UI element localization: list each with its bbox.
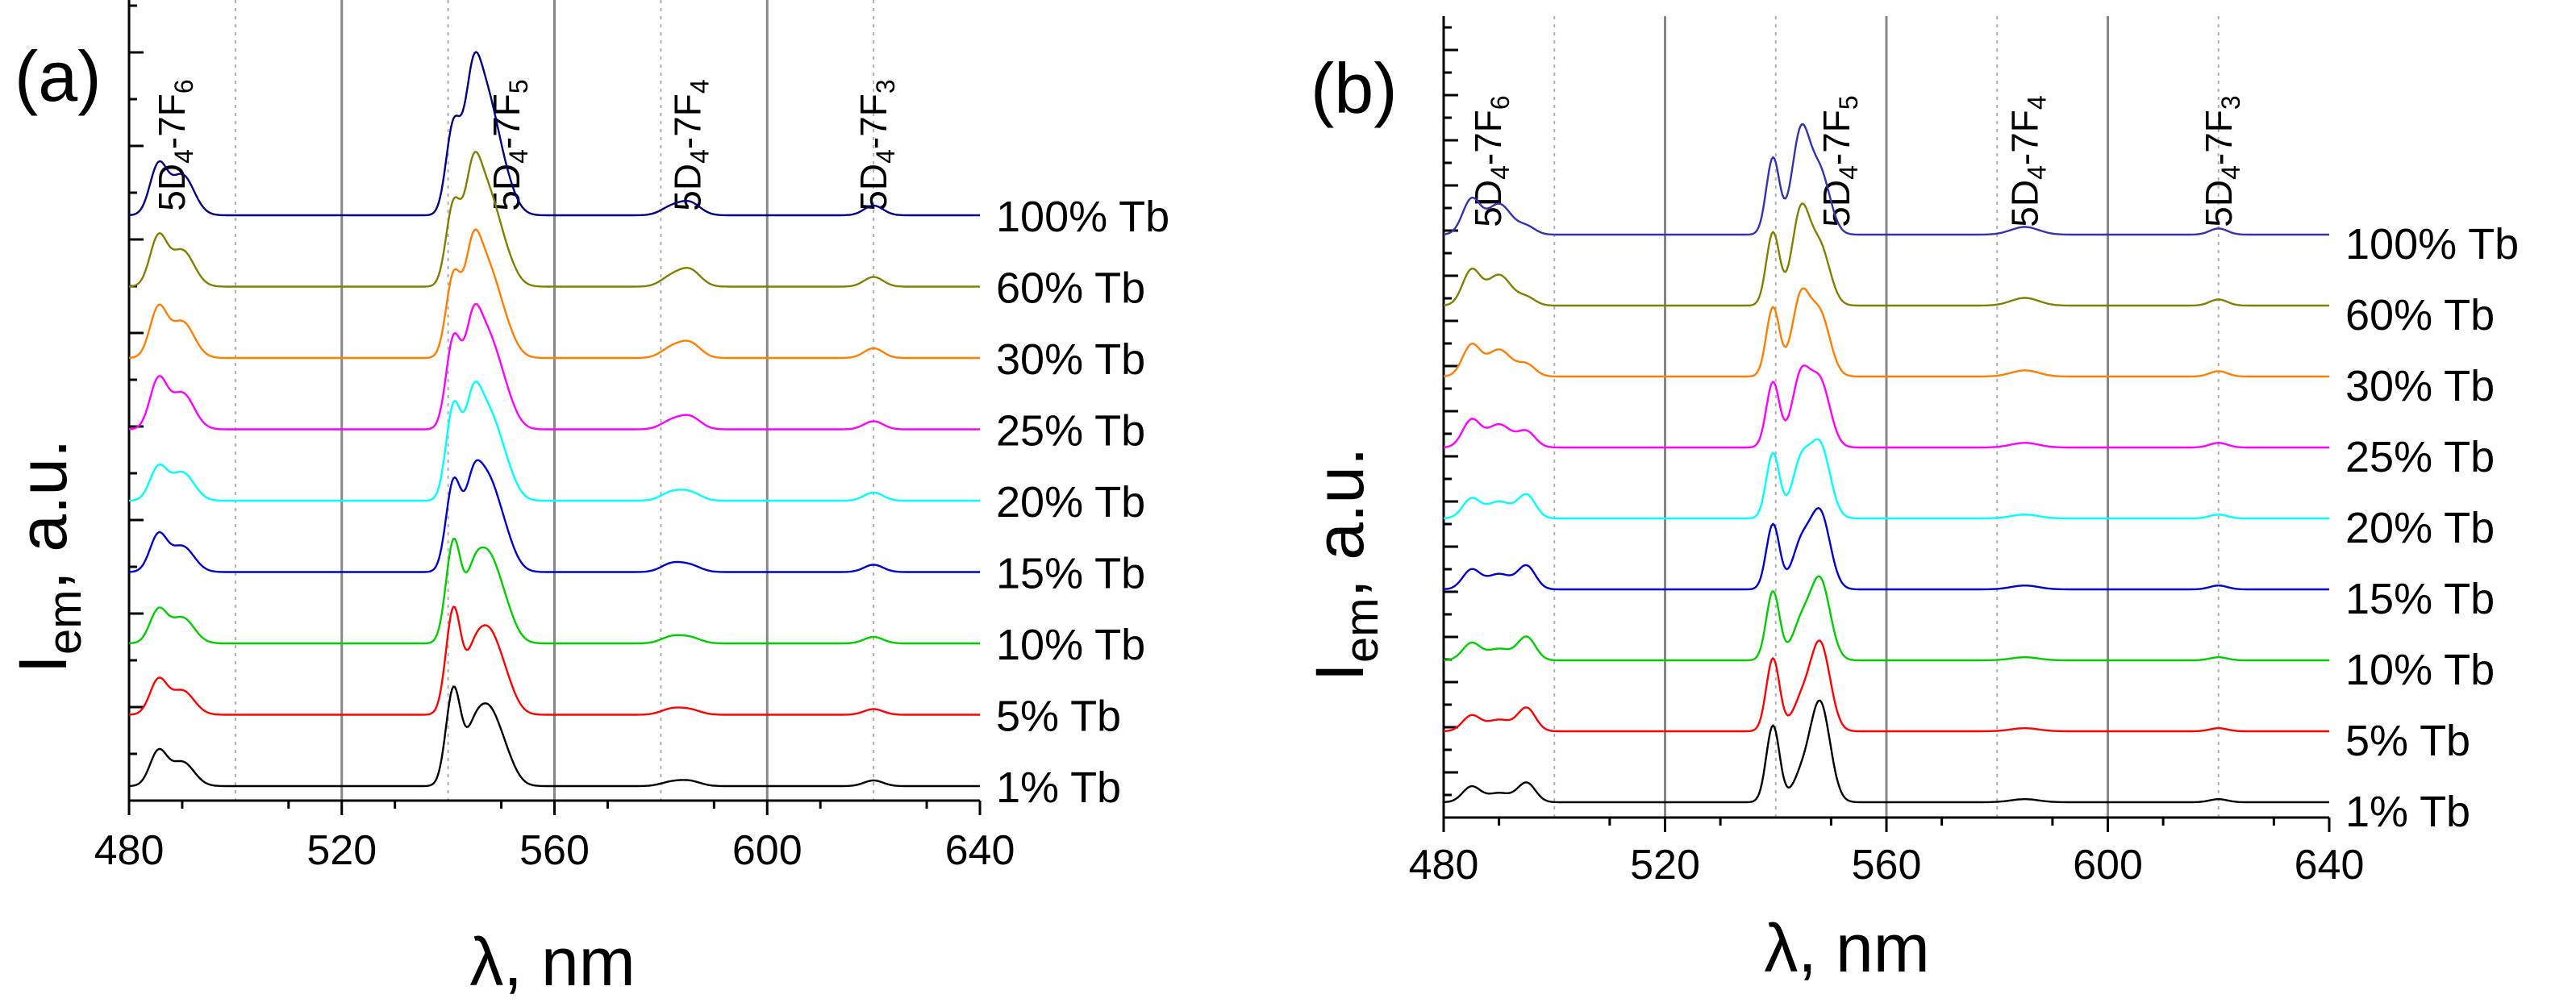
series-line-10tb <box>128 538 980 645</box>
series-line-60tb <box>1443 202 2329 307</box>
series-line-100tb <box>128 51 980 217</box>
series-label-60tb: 60% Tb <box>2345 291 2495 339</box>
series-label-15tb: 15% Tb <box>2345 575 2495 623</box>
series-label-25tb: 25% Tb <box>2345 433 2495 481</box>
series-label-15tb: 15% Tb <box>996 550 1145 598</box>
panel-a-xlabel: λ, nm <box>469 924 635 1000</box>
series-line-15tb <box>1443 507 2329 591</box>
series-label-20tb: 20% Tb <box>2345 504 2495 552</box>
x-tick-label-640: 640 <box>2295 842 2365 888</box>
panel-a-ylabel: Iem, a.u. <box>5 439 91 674</box>
panel-b-xlabel: λ, nm <box>1764 910 1929 986</box>
series-label-20tb: 20% Tb <box>996 478 1145 526</box>
series-label-1tb: 1% Tb <box>996 764 1121 812</box>
transition-label-4: 5D4-7F3 <box>2198 95 2245 227</box>
transition-label-2: 5D4-7F5 <box>486 79 533 210</box>
x-tick-label-480: 480 <box>1409 842 1479 888</box>
series-line-60tb <box>128 150 980 288</box>
transition-label-2: 5D4-7F5 <box>1815 95 1863 227</box>
series-label-25tb: 25% Tb <box>996 407 1145 456</box>
series-label-60tb: 60% Tb <box>996 264 1145 313</box>
series-line-20tb <box>128 380 980 502</box>
series-label-10tb: 10% Tb <box>996 621 1145 669</box>
transition-label-3: 5D4-7F4 <box>2004 95 2052 227</box>
series-label-10tb: 10% Tb <box>2345 646 2495 694</box>
x-tick-label-560: 560 <box>519 827 590 874</box>
x-tick-label-560: 560 <box>1852 842 1922 888</box>
series-line-10tb <box>1443 575 2329 662</box>
series-label-30tb: 30% Tb <box>996 335 1145 384</box>
series-label-5tb: 5% Tb <box>2345 717 2470 765</box>
series-line-5tb <box>128 605 980 716</box>
series-line-25tb <box>1443 364 2329 449</box>
panel-b-label: (b) <box>1311 48 1398 128</box>
panel-b: (b) Iem, a.u. λ, nm 480 520 560 600 640 5D4-7… <box>1302 16 2519 986</box>
panel-a-label: (a) <box>15 36 102 116</box>
panel-b-series: 1% Tb 5% Tb 10% Tb 15% Tb 20% Tb 25% Tb 30% Tb… <box>1443 123 2519 836</box>
panel-a-axes: 480 520 560 600 640 5D4-7F6 5D4-7F5 5D4-7F4 5D4-… <box>94 0 1015 874</box>
transition-label-4: 5D4-7F3 <box>852 79 900 210</box>
x-tick-label-520: 520 <box>306 827 377 874</box>
series-label-1tb: 1% Tb <box>2345 788 2470 836</box>
x-tick-label-520: 520 <box>1630 842 1700 888</box>
transition-label-3: 5D4-7F4 <box>666 79 714 210</box>
panel-a: (a) Iem, a.u. λ, nm 480 520 560 600 640 5D4-7… <box>5 0 1169 1000</box>
series-line-5tb <box>1443 639 2329 733</box>
series-line-1tb <box>1443 699 2329 804</box>
series-line-100tb <box>1443 123 2329 236</box>
x-tick-label-600: 600 <box>732 827 802 874</box>
series-label-100tb: 100% Tb <box>2345 220 2519 268</box>
x-tick-label-600: 600 <box>2073 842 2143 888</box>
transition-label-1: 5D4-7F6 <box>151 79 198 210</box>
series-line-1tb <box>128 685 980 788</box>
x-tick-label-640: 640 <box>945 827 1015 874</box>
series-label-100tb: 100% Tb <box>996 193 1169 241</box>
series-label-30tb: 30% Tb <box>2345 362 2495 410</box>
series-line-30tb <box>128 228 980 360</box>
panel-b-axes: 480 520 560 600 640 5D4-7F6 5D4-7F5 5D4-7F4 5D4-… <box>1409 16 2365 888</box>
series-line-25tb <box>128 302 980 431</box>
panel-a-series: 1% Tb 5% Tb 10% Tb 15% Tb 20% Tb 25% Tb 30% Tb… <box>128 51 1169 812</box>
panel-b-ylabel: Iem, a.u. <box>1302 447 1388 682</box>
transition-label-1: 5D4-7F6 <box>1467 95 1515 227</box>
series-line-30tb <box>1443 287 2329 378</box>
series-line-20tb <box>1443 438 2329 520</box>
series-line-15tb <box>128 459 980 573</box>
x-tick-label-480: 480 <box>94 827 165 874</box>
series-label-5tb: 5% Tb <box>996 693 1121 741</box>
